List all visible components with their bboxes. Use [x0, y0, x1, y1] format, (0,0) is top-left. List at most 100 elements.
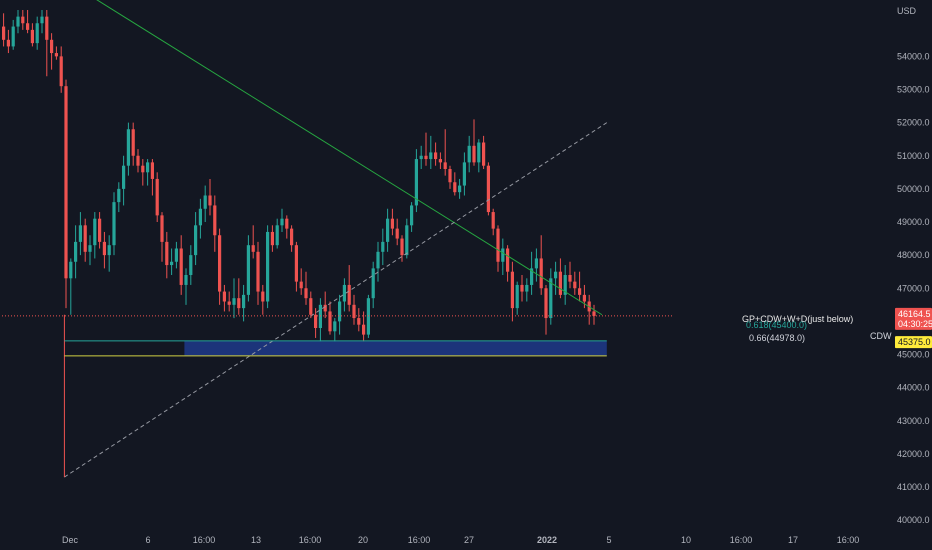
- candle[interactable]: [405, 218, 409, 259]
- candle[interactable]: [578, 271, 582, 302]
- candle[interactable]: [69, 258, 73, 315]
- currency-label[interactable]: USD: [897, 6, 917, 16]
- fib-zone[interactable]: [184, 341, 607, 356]
- candle[interactable]: [194, 212, 198, 266]
- candle[interactable]: [26, 10, 30, 34]
- candle[interactable]: [184, 268, 188, 305]
- candle[interactable]: [558, 258, 562, 299]
- candle[interactable]: [328, 301, 332, 335]
- candle[interactable]: [227, 291, 231, 312]
- candle[interactable]: [275, 218, 279, 249]
- candle[interactable]: [222, 284, 226, 312]
- candle[interactable]: [506, 245, 510, 282]
- candle[interactable]: [122, 155, 126, 206]
- candle[interactable]: [520, 275, 524, 302]
- candle[interactable]: [179, 235, 183, 295]
- candle[interactable]: [150, 159, 154, 196]
- candle[interactable]: [530, 251, 534, 295]
- candle[interactable]: [141, 159, 145, 186]
- candles-layer[interactable]: [2, 10, 596, 342]
- candle[interactable]: [304, 271, 308, 305]
- candle[interactable]: [203, 185, 207, 222]
- candle[interactable]: [266, 225, 270, 309]
- candle[interactable]: [237, 278, 241, 315]
- candle[interactable]: [170, 248, 174, 276]
- candle[interactable]: [299, 268, 303, 295]
- candle[interactable]: [357, 308, 361, 332]
- candle[interactable]: [424, 132, 428, 166]
- drawings-layer[interactable]: [0, 0, 674, 478]
- candle[interactable]: [59, 46, 63, 93]
- candle[interactable]: [261, 284, 265, 315]
- candle[interactable]: [102, 231, 106, 269]
- candle[interactable]: [294, 241, 298, 292]
- candle[interactable]: [93, 212, 97, 259]
- candle[interactable]: [386, 208, 390, 252]
- candle[interactable]: [448, 165, 452, 189]
- candle[interactable]: [16, 10, 20, 34]
- candle[interactable]: [381, 228, 385, 266]
- candle[interactable]: [429, 135, 433, 169]
- candle[interactable]: [136, 149, 140, 173]
- candle[interactable]: [462, 152, 466, 196]
- candle[interactable]: [30, 23, 34, 47]
- candle[interactable]: [390, 208, 394, 236]
- candle[interactable]: [107, 235, 111, 272]
- candle[interactable]: [160, 212, 164, 262]
- candle[interactable]: [491, 208, 495, 236]
- candle[interactable]: [309, 291, 313, 319]
- candle[interactable]: [410, 202, 414, 232]
- candle[interactable]: [6, 29, 10, 54]
- candle[interactable]: [376, 241, 380, 282]
- candle[interactable]: [568, 261, 572, 289]
- candle[interactable]: [270, 225, 274, 252]
- candle[interactable]: [98, 212, 102, 249]
- candle[interactable]: [74, 225, 78, 279]
- candle[interactable]: [342, 278, 346, 312]
- candle[interactable]: [251, 225, 255, 259]
- candle[interactable]: [347, 265, 351, 312]
- candle[interactable]: [112, 192, 116, 256]
- candle[interactable]: [534, 248, 538, 282]
- candle[interactable]: [554, 261, 558, 295]
- candle[interactable]: [232, 278, 236, 319]
- candle[interactable]: [549, 268, 553, 325]
- candle[interactable]: [458, 178, 462, 199]
- candle[interactable]: [126, 122, 130, 176]
- candle[interactable]: [290, 225, 294, 252]
- candle[interactable]: [285, 215, 289, 239]
- candle[interactable]: [371, 261, 375, 309]
- candle[interactable]: [314, 308, 318, 338]
- candle[interactable]: [414, 149, 418, 213]
- candle[interactable]: [2, 13, 6, 47]
- candle[interactable]: [592, 304, 596, 325]
- candle[interactable]: [438, 152, 442, 169]
- candle[interactable]: [88, 235, 92, 266]
- candle[interactable]: [477, 139, 481, 173]
- candle[interactable]: [189, 245, 193, 285]
- candle[interactable]: [54, 46, 58, 60]
- candle[interactable]: [50, 33, 54, 70]
- candle[interactable]: [510, 261, 514, 322]
- candle[interactable]: [482, 135, 486, 169]
- candle[interactable]: [78, 212, 82, 256]
- candle[interactable]: [35, 16, 39, 50]
- candle[interactable]: [117, 182, 121, 213]
- candle[interactable]: [400, 235, 404, 262]
- candle[interactable]: [11, 19, 15, 50]
- candle[interactable]: [434, 142, 438, 166]
- candle[interactable]: [362, 311, 366, 342]
- candle[interactable]: [496, 225, 500, 272]
- candle[interactable]: [165, 231, 169, 279]
- candle[interactable]: [242, 284, 246, 322]
- candle[interactable]: [453, 172, 457, 196]
- candle[interactable]: [419, 145, 423, 169]
- candle[interactable]: [525, 278, 529, 302]
- candle[interactable]: [352, 294, 356, 325]
- candle[interactable]: [83, 218, 87, 262]
- candle[interactable]: [338, 294, 342, 335]
- candle[interactable]: [45, 10, 49, 77]
- candle[interactable]: [573, 271, 577, 295]
- candle[interactable]: [146, 159, 150, 186]
